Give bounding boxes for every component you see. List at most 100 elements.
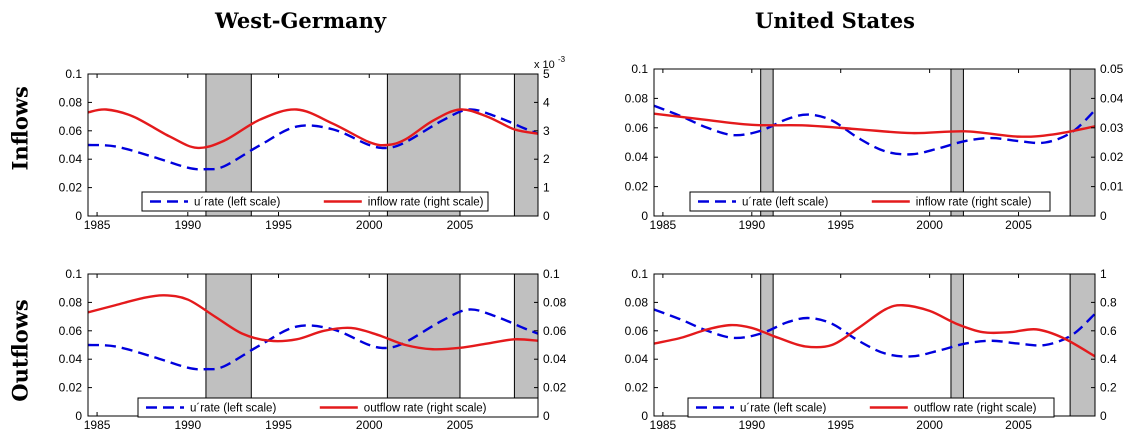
- flow-rate-line: [654, 112, 1095, 138]
- legend-label: u´rate (left scale): [194, 197, 280, 209]
- y-tick-label-right: 4: [543, 95, 550, 109]
- y-tick-label-right: 0.4: [1100, 352, 1117, 366]
- legend-label: outflow rate (right scale): [914, 403, 1037, 415]
- y-tick-label-left: 0: [75, 409, 82, 423]
- y-tick-label-right: 0.02: [1100, 150, 1124, 164]
- y-tick-label-left: 0.04: [59, 152, 83, 166]
- y-tick-label-left: 0.04: [59, 352, 83, 366]
- flow-rate-line: [88, 294, 538, 351]
- x-tick-label: 2000: [916, 418, 943, 432]
- x-tick-label: 1985: [84, 418, 111, 432]
- x-tick-label: 2005: [1005, 418, 1032, 432]
- x-tick-label: 2000: [356, 418, 383, 432]
- y-tick-label-left: 0: [641, 209, 648, 223]
- legend-box: [141, 191, 489, 212]
- flow-rate-line: [88, 108, 538, 150]
- urate-line: [88, 308, 538, 371]
- legend: u´rate (left scale) outflow rate (right s…: [137, 397, 539, 418]
- x-tick-label: 2005: [447, 218, 474, 232]
- x-tick-label: 2005: [447, 418, 474, 432]
- legend-label: u´rate (left scale): [742, 197, 828, 209]
- y-tick-label-left: 0.06: [59, 324, 83, 338]
- legend: u´rate (left scale) outflow rate (right s…: [687, 397, 1055, 418]
- y-tick-label-right: 1: [1100, 267, 1107, 281]
- legend-label: u´rate (left scale): [740, 403, 826, 415]
- y-tick-label-left: 0.04: [625, 150, 649, 164]
- y-tick-label-left: 0.02: [625, 381, 649, 395]
- axes-frame: [653, 68, 1096, 217]
- y-tick-label-right: 0.08: [543, 295, 567, 309]
- right-axis-exponent-power: -3: [558, 55, 566, 64]
- y-tick-label-left: 0: [75, 209, 82, 223]
- x-tick-label: 1985: [650, 218, 677, 232]
- y-tick-label-right: 0.06: [543, 324, 567, 338]
- y-tick-label-right: 0.2: [1100, 381, 1117, 395]
- y-tick-label-right: 0: [543, 409, 550, 423]
- recession-bar: [205, 273, 252, 417]
- y-tick-label-left: 0.06: [625, 121, 649, 135]
- recession-bar: [1069, 68, 1096, 217]
- chart-west-germany-inflows: 1985 1990 1995 2000 2005 0 0.02 0.04 0.06 0.08 0.1…: [59, 55, 566, 232]
- y-tick-label-right: 0.6: [1100, 324, 1117, 338]
- x-tick-label: 1995: [827, 218, 854, 232]
- y-tick-label-left: 0.1: [631, 267, 648, 281]
- legend: u´rate (left scale) inflow rate (right sc…: [141, 191, 489, 212]
- right-axis-exponent: x 10: [534, 59, 555, 71]
- x-tick-label: 1990: [174, 218, 201, 232]
- y-tick-label-left: 0: [641, 409, 648, 423]
- x-tick-label: 1985: [84, 218, 111, 232]
- legend-label: inflow rate (right scale): [368, 197, 484, 209]
- y-tick-label-left: 0.02: [625, 180, 649, 194]
- recession-bar: [513, 273, 539, 417]
- y-tick-label-left: 0.1: [65, 67, 82, 81]
- y-tick-label-right: 0: [1100, 209, 1107, 223]
- column-title-united-states: United States: [755, 8, 915, 33]
- y-tick-label-left: 0.08: [59, 295, 83, 309]
- x-tick-label: 1995: [265, 418, 292, 432]
- x-tick-label: 1990: [174, 418, 201, 432]
- y-tick-label-left: 0.08: [625, 295, 649, 309]
- recession-bar: [760, 273, 774, 417]
- y-tick-label-left: 0.04: [625, 352, 649, 366]
- legend-label: outflow rate (right scale): [364, 403, 487, 415]
- x-tick-label: 1990: [738, 418, 765, 432]
- recession-bar: [513, 73, 539, 217]
- y-tick-label-left: 0.06: [59, 124, 83, 138]
- y-tick-label-right: 0: [543, 209, 550, 223]
- y-tick-label-left: 0.08: [59, 95, 83, 109]
- y-tick-label-right: 0: [1100, 409, 1107, 423]
- column-title-west-germany: West-Germany: [215, 8, 387, 33]
- legend-box: [689, 191, 1051, 212]
- legend: u´rate (left scale) inflow rate (right sc…: [689, 191, 1051, 212]
- y-tick-label-left: 0.02: [59, 181, 83, 195]
- y-tick-label-right: 0.03: [1100, 121, 1124, 135]
- axes-frame: [87, 73, 539, 217]
- y-tick-label-right: 3: [543, 124, 550, 138]
- flow-rate-line: [654, 303, 1095, 358]
- chart-west-germany-outflows: 1985 1990 1995 2000 2005 0 0.02 0.04 0.06 0.08 0.1…: [59, 267, 567, 432]
- y-tick-label-right: 1: [543, 181, 550, 195]
- y-tick-label-left: 0.06: [625, 324, 649, 338]
- y-tick-label-right: 2: [543, 152, 550, 166]
- y-tick-label-left: 0.08: [625, 91, 649, 105]
- x-tick-label: 1990: [738, 218, 765, 232]
- chart-united-states-inflows: 1985 1990 1995 2000 2005 0 0.02 0.04 0.06 0.08 0.1…: [625, 62, 1124, 232]
- y-tick-label-left: 0.02: [59, 381, 83, 395]
- x-tick-label: 2005: [1005, 218, 1032, 232]
- y-tick-label-right: 0.04: [1100, 91, 1124, 105]
- y-tick-label-right: 0.02: [543, 381, 567, 395]
- y-tick-label-right: 0.04: [543, 352, 567, 366]
- y-tick-label-right: 0.05: [1100, 62, 1124, 76]
- y-tick-label-left: 0.1: [65, 267, 82, 281]
- y-tick-label-left: 0.1: [631, 62, 648, 76]
- y-tick-label-right: 5: [543, 67, 550, 81]
- urate-line: [88, 108, 538, 171]
- chart-united-states-outflows: 1985 1990 1995 2000 2005 0 0.02 0.04 0.06 0.08 0.1…: [625, 267, 1117, 432]
- legend-label: u´rate (left scale): [190, 403, 276, 415]
- y-tick-label-right: 0.1: [543, 267, 560, 281]
- y-tick-label-right: 0.8: [1100, 295, 1117, 309]
- x-tick-label: 1995: [265, 218, 292, 232]
- x-tick-label: 1995: [827, 418, 854, 432]
